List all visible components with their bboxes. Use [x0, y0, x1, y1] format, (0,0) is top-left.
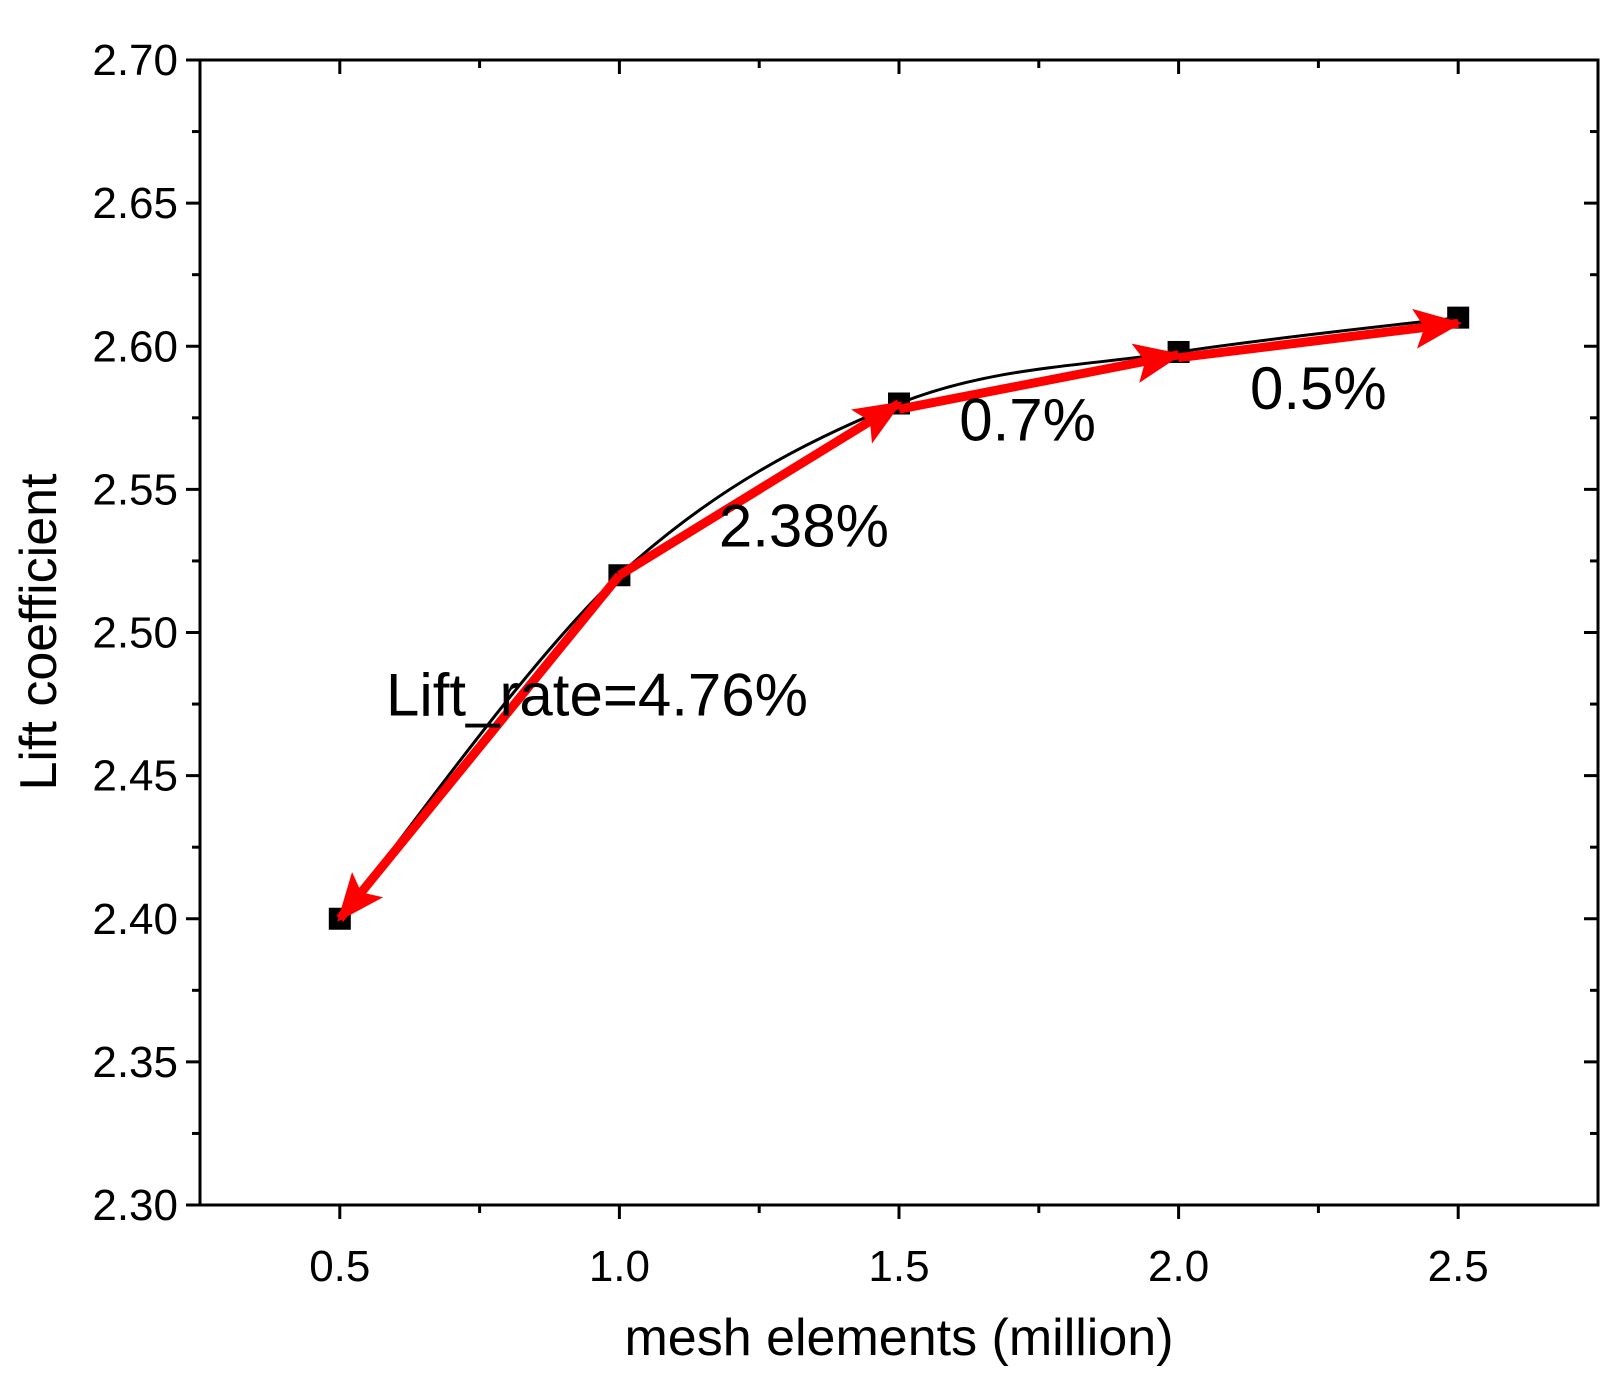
y-axis-title: Lift coefficient — [10, 473, 68, 791]
arrow — [617, 399, 903, 580]
y-tick-label: 2.55 — [92, 465, 178, 514]
y-tick-label: 2.30 — [92, 1181, 178, 1230]
y-tick-label: 2.35 — [92, 1038, 178, 1087]
red-arrows — [336, 308, 1463, 922]
annotation-label: Lift_rate=4.76% — [386, 662, 808, 729]
x-tick-label: 0.5 — [309, 1242, 370, 1291]
y-tick-label: 2.60 — [92, 322, 178, 371]
tick-labels: 2.30 2.35 2.40 2.45 2.50 2.55 2.60 2.65 2.70 0.5 1… — [92, 36, 1488, 1291]
x-tick-label: 1.5 — [868, 1242, 929, 1291]
x-tick-label: 2.0 — [1148, 1242, 1209, 1291]
annotation-label: 0.5% — [1250, 355, 1387, 422]
arrow — [1178, 308, 1463, 363]
y-tick-label: 2.50 — [92, 609, 178, 658]
y-tick-label: 2.45 — [92, 752, 178, 801]
axis-ticks — [186, 58, 1598, 1219]
annotation-label: 0.7% — [959, 387, 1096, 454]
y-tick-label: 2.65 — [92, 179, 178, 228]
x-tick-label: 1.0 — [589, 1242, 650, 1291]
arrow — [898, 343, 1183, 414]
plot-frame — [198, 58, 1600, 1207]
x-axis-title: mesh elements (million) — [624, 1309, 1173, 1367]
y-tick-label: 2.40 — [92, 895, 178, 944]
arrow — [336, 572, 623, 922]
annotation-label: 2.38% — [719, 493, 889, 560]
annotations: Lift_rate=4.76% 2.38% 0.7% 0.5% — [386, 355, 1387, 728]
x-tick-label: 2.5 — [1428, 1242, 1489, 1291]
y-tick-label: 2.70 — [92, 36, 178, 85]
